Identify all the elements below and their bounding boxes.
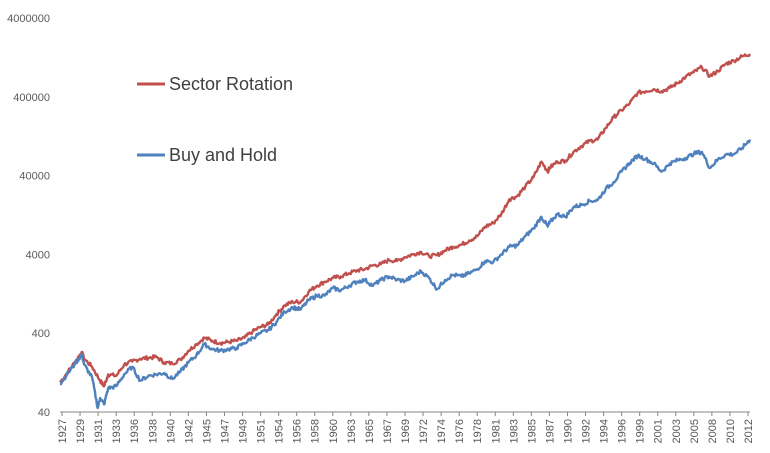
y-tick-label: 40 bbox=[38, 407, 50, 419]
x-tick-label: 1938 bbox=[147, 419, 159, 443]
y-tick-label: 400000 bbox=[13, 92, 50, 104]
series-line-sector-rotation bbox=[59, 53, 752, 388]
x-tick-label: 1933 bbox=[111, 419, 123, 443]
legend-label: Buy and Hold bbox=[169, 145, 277, 165]
x-tick-label: 1951 bbox=[256, 419, 268, 443]
x-tick-label: 1985 bbox=[526, 419, 538, 443]
x-tick-label: 1936 bbox=[129, 419, 141, 443]
x-tick-label: 2012 bbox=[743, 419, 755, 443]
x-tick-label: 1994 bbox=[599, 419, 611, 443]
x-tick-label: 1967 bbox=[382, 419, 394, 443]
x-tick-label: 1949 bbox=[238, 419, 250, 443]
x-tick-label: 2003 bbox=[671, 419, 683, 443]
x-tick-label: 1987 bbox=[544, 419, 556, 443]
x-tick-label: 1942 bbox=[183, 419, 195, 443]
x-tick-label: 1931 bbox=[93, 419, 105, 443]
x-tick-label: 1981 bbox=[490, 419, 502, 443]
y-tick-label: 4000000 bbox=[7, 13, 50, 25]
x-tick-label: 2005 bbox=[689, 419, 701, 443]
x-tick-label: 1956 bbox=[292, 419, 304, 443]
x-tick-label: 1960 bbox=[328, 419, 340, 443]
series-line-buy-and-hold bbox=[59, 139, 752, 410]
x-tick-label: 1969 bbox=[400, 419, 412, 443]
x-axis: 1927 1929 1931 1933 1936 1938 1940 1942 1945 1947… bbox=[57, 411, 755, 443]
x-tick-label: 1927 bbox=[57, 419, 69, 443]
x-tick-label: 1929 bbox=[75, 419, 87, 443]
x-tick-label: 1983 bbox=[508, 419, 520, 443]
y-axis: 40 400 4000 40000 400000 4000000 bbox=[7, 13, 50, 419]
x-tick-label: 1990 bbox=[562, 419, 574, 443]
x-tick-label: 2001 bbox=[653, 419, 665, 443]
x-tick-label: 1965 bbox=[364, 419, 376, 443]
x-tick-label: 2010 bbox=[725, 419, 737, 443]
legend-label: Sector Rotation bbox=[169, 74, 293, 94]
x-tick-label: 1940 bbox=[165, 419, 177, 443]
legend: Sector Rotation Buy and Hold bbox=[137, 74, 293, 165]
x-tick-label: 1996 bbox=[617, 419, 629, 443]
x-tick-label: 1992 bbox=[581, 419, 593, 443]
x-tick-label: 2008 bbox=[707, 419, 719, 443]
x-tick-label: 1976 bbox=[454, 419, 466, 443]
x-tick-label: 1972 bbox=[418, 419, 430, 443]
x-tick-label: 1999 bbox=[635, 419, 647, 443]
x-tick-label: 1978 bbox=[472, 419, 484, 443]
x-tick-label: 1963 bbox=[346, 419, 358, 443]
x-tick-label: 1958 bbox=[310, 419, 322, 443]
y-tick-label: 40000 bbox=[19, 171, 50, 183]
y-tick-label: 400 bbox=[32, 328, 50, 340]
series-layer bbox=[59, 53, 752, 410]
x-tick-label: 1954 bbox=[274, 419, 286, 443]
x-tick-label: 1945 bbox=[201, 419, 213, 443]
x-tick-label: 1974 bbox=[436, 419, 448, 443]
y-tick-label: 4000 bbox=[26, 249, 50, 261]
x-tick-label: 1947 bbox=[219, 419, 231, 443]
